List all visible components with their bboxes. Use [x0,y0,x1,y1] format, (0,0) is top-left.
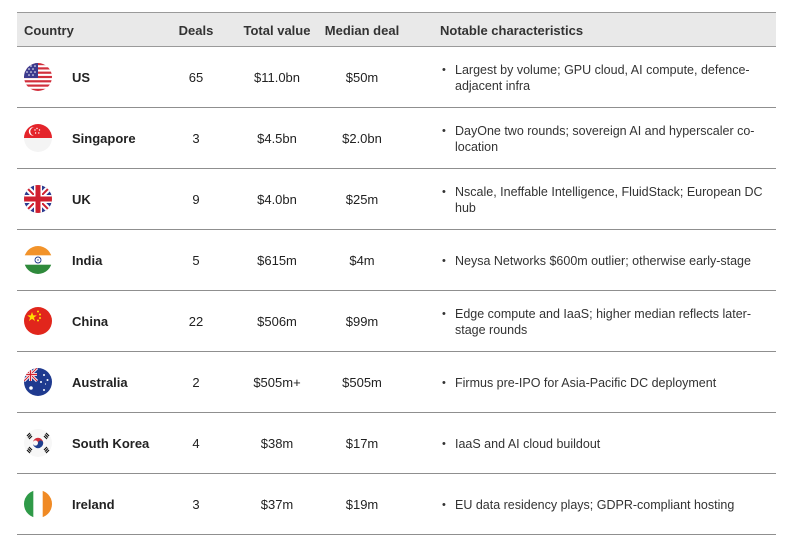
notable-characteristics: Nscale, Ineffable Intelligence, FluidSta… [440,184,780,216]
notable-characteristics: IaaS and AI cloud buildout [440,436,780,452]
deals-count: 65 [188,70,204,85]
china-flag-icon [24,307,52,335]
table-row: Australia 2 $505m+ $505m Firmus pre-IPO … [17,352,776,413]
total-value: $505m+ [253,375,301,390]
notable-characteristics: Edge compute and IaaS; higher median ref… [440,306,780,338]
median-deal: $4m [349,253,375,268]
median-deal: $2.0bn [342,131,382,146]
total-value: $506m [257,314,297,329]
country-name: Ireland [72,497,115,512]
deals-count: 2 [192,375,200,390]
australia-flag-icon [24,368,52,396]
median-deal: $505m [342,375,382,390]
country-name: UK [72,192,91,207]
notable-characteristics: Neysa Networks $600m outlier; otherwise … [440,253,780,269]
country-name: US [72,70,91,85]
total-value: $4.5bn [257,131,297,146]
total-value: $615m [257,253,297,268]
country-name: South Korea [72,436,150,451]
table-row: South Korea 4 $38m $17m IaaS and AI clou… [17,413,776,474]
deals-count: 22 [188,314,204,329]
ireland-flag-icon [24,490,52,518]
india-flag-icon [24,246,52,274]
notable-characteristics: Largest by volume; GPU cloud, AI compute… [440,62,780,94]
country-deals-table: Country Deals Total value Median deal No… [17,12,776,535]
deals-count: 3 [192,131,200,146]
deals-count: 9 [192,192,200,207]
notable-characteristics: EU data residency plays; GDPR-compliant … [440,497,780,513]
header-deals: Deals [178,23,214,38]
table-header: Country Deals Total value Median deal No… [17,13,776,47]
deals-count: 3 [192,497,200,512]
total-value: $4.0bn [257,192,297,207]
table-row: Singapore 3 $4.5bn $2.0bn DayOne two rou… [17,108,776,169]
table-row: India 5 $615m $4m Neysa Networks $600m o… [17,230,776,291]
median-deal: $19m [345,497,379,512]
median-deal: $25m [345,192,379,207]
country-name: Singapore [72,131,136,146]
total-value: $11.0bn [253,70,301,85]
median-deal: $99m [345,314,379,329]
table-row: China 22 $506m $99m Edge compute and Iaa… [17,291,776,352]
median-deal: $50m [345,70,379,85]
country-name: Australia [72,375,128,390]
notable-characteristics: DayOne two rounds; sovereign AI and hype… [440,123,780,155]
country-name: China [72,314,109,329]
header-total-value: Total value [243,23,311,38]
table-row: Ireland 3 $37m $19m EU data residency pl… [17,474,776,535]
total-value: $37m [260,497,294,512]
notable-characteristics: Firmus pre-IPO for Asia-Pacific DC deplo… [440,375,780,391]
singapore-flag-icon [24,124,52,152]
us-flag-icon [24,63,52,91]
uk-flag-icon [24,185,52,213]
header-notable-characteristics: Notable characteristics [440,23,584,38]
deals-count: 5 [192,253,200,268]
south-korea-flag-icon [24,429,52,457]
header-country: Country [24,23,74,38]
table-row: US 65 $11.0bn $50m Largest by volume; GP… [17,47,776,108]
total-value: $38m [260,436,294,451]
median-deal: $17m [345,436,379,451]
header-median-deal: Median deal [324,23,400,38]
table-row: UK 9 $4.0bn $25m Nscale, Ineffable Intel… [17,169,776,230]
deals-count: 4 [192,436,200,451]
country-name: India [72,253,103,268]
